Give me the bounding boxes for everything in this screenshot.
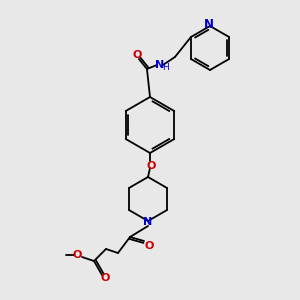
Text: N: N	[143, 217, 153, 227]
Text: N: N	[155, 60, 165, 70]
Text: O: O	[146, 161, 156, 171]
Text: N: N	[204, 19, 214, 32]
Text: O: O	[132, 50, 142, 60]
Text: O: O	[100, 273, 110, 283]
Text: O: O	[144, 241, 154, 251]
Text: H: H	[163, 62, 169, 71]
Text: O: O	[72, 250, 82, 260]
